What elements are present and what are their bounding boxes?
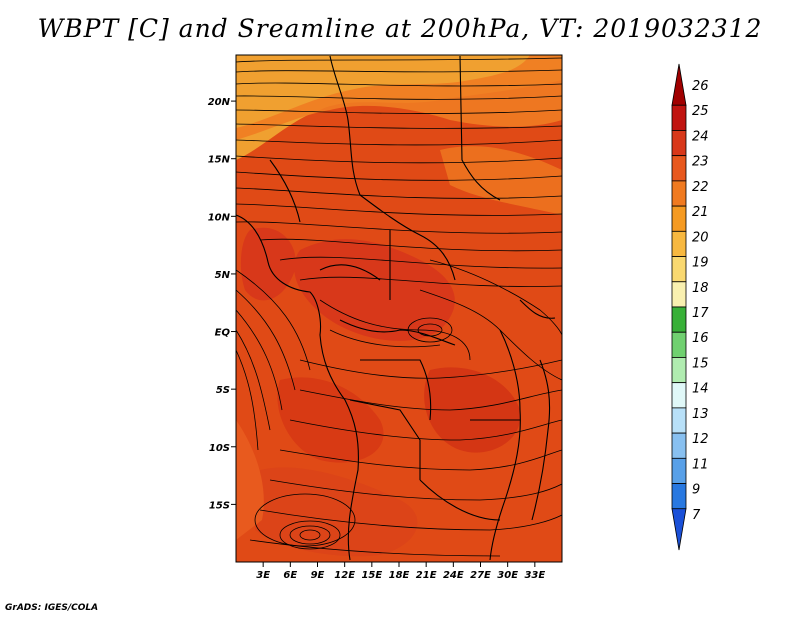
lat-tick-label: 10N bbox=[208, 212, 231, 223]
lon-tick-label: 18E bbox=[389, 570, 410, 581]
colorbar-swatch bbox=[671, 256, 687, 283]
lon-tick-label: 12E bbox=[334, 570, 355, 581]
wbpt-core-24a bbox=[294, 239, 455, 341]
colorbar-swatch bbox=[671, 63, 687, 106]
colorbar-label: 17 bbox=[692, 306, 709, 321]
colorbar-label: 25 bbox=[692, 104, 709, 119]
colorbar-label: 22 bbox=[692, 180, 709, 195]
lon-tick-label: 30E bbox=[497, 570, 518, 581]
lat-tick-label: 20N bbox=[208, 97, 231, 108]
streamlines bbox=[236, 57, 562, 557]
colorbar-label: 14 bbox=[692, 382, 709, 397]
lon-tick-label: 21E bbox=[416, 570, 437, 581]
colorbar-swatch bbox=[671, 180, 687, 207]
colorbar-label: 23 bbox=[692, 155, 709, 170]
colorbar-swatch bbox=[671, 281, 687, 308]
colorbar-swatch bbox=[671, 306, 687, 333]
coastlines-borders bbox=[236, 55, 556, 561]
grads-credit: GrADS: IGES/COLA bbox=[5, 603, 99, 613]
colorbar-label: 19 bbox=[692, 256, 709, 271]
lat-axis: 20N 15N 10N 5N EQ 5S 10S 15S bbox=[208, 97, 236, 511]
lat-tick-label: 15S bbox=[209, 500, 230, 511]
colorbar-swatch bbox=[671, 508, 687, 551]
colorbar-label: 13 bbox=[692, 407, 709, 422]
colorbar-label: 15 bbox=[692, 356, 709, 371]
lat-tick-label: 10S bbox=[209, 443, 230, 454]
wbpt-warm-23 bbox=[255, 467, 418, 557]
colorbar-label: 9 bbox=[692, 483, 700, 498]
colorbar-swatch bbox=[671, 205, 687, 232]
lon-tick-label: 27E bbox=[470, 570, 491, 581]
colorbar-swatch bbox=[671, 357, 687, 384]
wbpt-warm-23b bbox=[236, 420, 264, 540]
colorbar-swatch bbox=[671, 104, 687, 131]
lon-axis: 3E 6E 9E 12E 15E 18E 21E 24E 27E 30E 33E bbox=[256, 562, 545, 581]
lon-tick-label: 9E bbox=[311, 570, 325, 581]
colorbar-label: 26 bbox=[692, 79, 709, 94]
colorbar-swatch bbox=[671, 483, 687, 510]
lon-tick-label: 33E bbox=[524, 570, 545, 581]
lon-tick-label: 24E bbox=[443, 570, 464, 581]
lat-tick-label: 15N bbox=[208, 155, 231, 166]
colorbar-swatch bbox=[671, 432, 687, 459]
lon-tick-label: 6E bbox=[283, 570, 297, 581]
wbpt-core-24d bbox=[424, 367, 521, 453]
colorbar-label: 24 bbox=[692, 129, 709, 144]
colorbar-swatch bbox=[671, 230, 687, 257]
lat-tick-label: 5N bbox=[215, 270, 231, 281]
chart-title: WBPT [C] and Sreamline at 200hPa, VT: 20… bbox=[37, 14, 763, 43]
colorbar-label: 11 bbox=[692, 457, 709, 472]
lon-tick-label: 3E bbox=[256, 570, 270, 581]
colorbar-label: 7 bbox=[692, 508, 701, 523]
colorbar-swatch bbox=[671, 457, 687, 484]
colorbar-swatch bbox=[671, 130, 687, 157]
colorbar-swatch bbox=[671, 407, 687, 434]
wbpt-band-22 bbox=[236, 55, 562, 140]
colorbar-swatch bbox=[671, 331, 687, 358]
lat-tick-label: EQ bbox=[215, 328, 231, 339]
colorbar-label: 21 bbox=[692, 205, 709, 220]
lat-tick-label: 5S bbox=[216, 385, 230, 396]
colorbar-swatch bbox=[671, 382, 687, 409]
colorbar-label: 16 bbox=[692, 331, 709, 346]
lon-tick-label: 15E bbox=[361, 570, 382, 581]
colorbar-label: 12 bbox=[692, 432, 709, 447]
colorbar-label: 20 bbox=[692, 230, 709, 245]
colorbar-swatch bbox=[671, 155, 687, 182]
colorbar-label: 18 bbox=[692, 281, 709, 296]
